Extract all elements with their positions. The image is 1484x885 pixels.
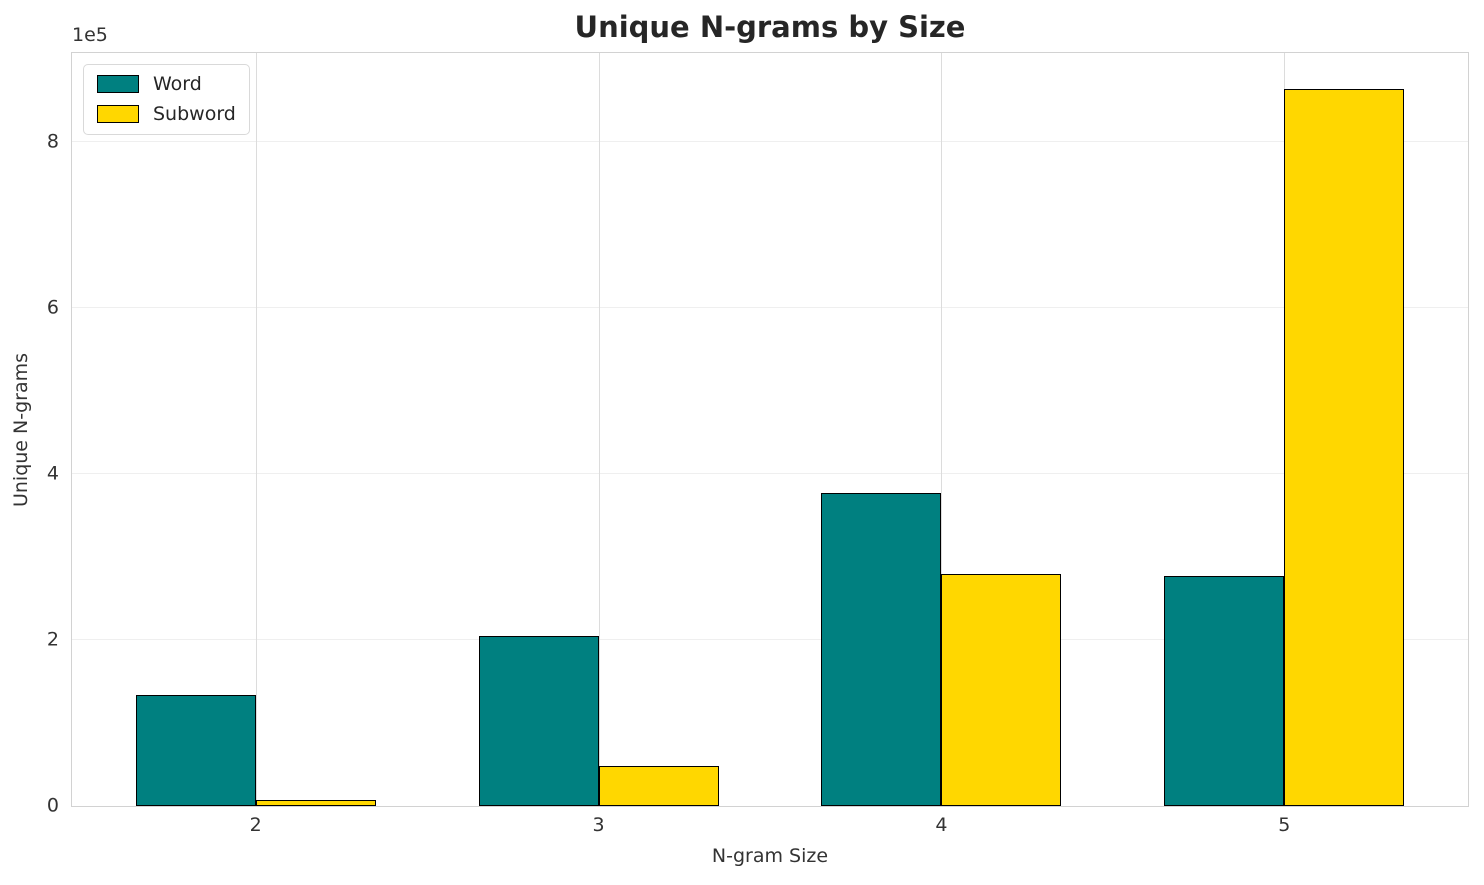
legend-item: Word <box>97 74 236 95</box>
y-tick-label: 6 <box>46 296 59 319</box>
x-tick-label: 2 <box>249 814 262 836</box>
bar-subword-5 <box>1284 88 1405 806</box>
legend-swatch-icon <box>97 75 139 94</box>
bar-subword-4 <box>941 573 1062 806</box>
x-tick-label: 4 <box>935 814 948 836</box>
legend-swatch-icon <box>97 105 139 124</box>
legend: Word Subword <box>83 64 250 135</box>
y-tick-label: 8 <box>46 130 59 153</box>
y-axis-label: Unique N-grams <box>10 352 32 508</box>
legend-label: Word <box>153 73 202 95</box>
bar-word-5 <box>1164 576 1285 806</box>
bar-word-3 <box>478 635 599 806</box>
horizontal-gridline <box>72 306 1468 308</box>
bar-subword-3 <box>598 766 719 806</box>
x-tick-label: 5 <box>1278 814 1291 836</box>
plot-area: Word Subword 0 2 4 6 8 2 3 4 5 <box>47 52 1469 835</box>
horizontal-gridline <box>72 140 1468 142</box>
x-tick-label: 3 <box>592 814 605 836</box>
bar-word-4 <box>821 493 942 806</box>
vertical-gridline <box>255 53 257 806</box>
vertical-gridline <box>941 53 943 806</box>
bar-word-2 <box>135 694 256 806</box>
vertical-gridline <box>598 53 600 806</box>
horizontal-gridline <box>72 472 1468 474</box>
chart-title: Unique N-grams by Size <box>574 10 966 44</box>
legend-item: Subword <box>97 102 236 125</box>
y-tick-label: 2 <box>46 628 59 651</box>
y-tick-label: 0 <box>46 794 59 817</box>
x-axis-label: N-gram Size <box>711 845 829 867</box>
bar-subword-2 <box>255 800 376 806</box>
horizontal-gridline <box>72 638 1468 640</box>
y-tick-label: 4 <box>46 462 59 485</box>
y-axis-offset-text: 1e5 <box>72 24 108 46</box>
legend-label: Subword <box>153 102 236 125</box>
